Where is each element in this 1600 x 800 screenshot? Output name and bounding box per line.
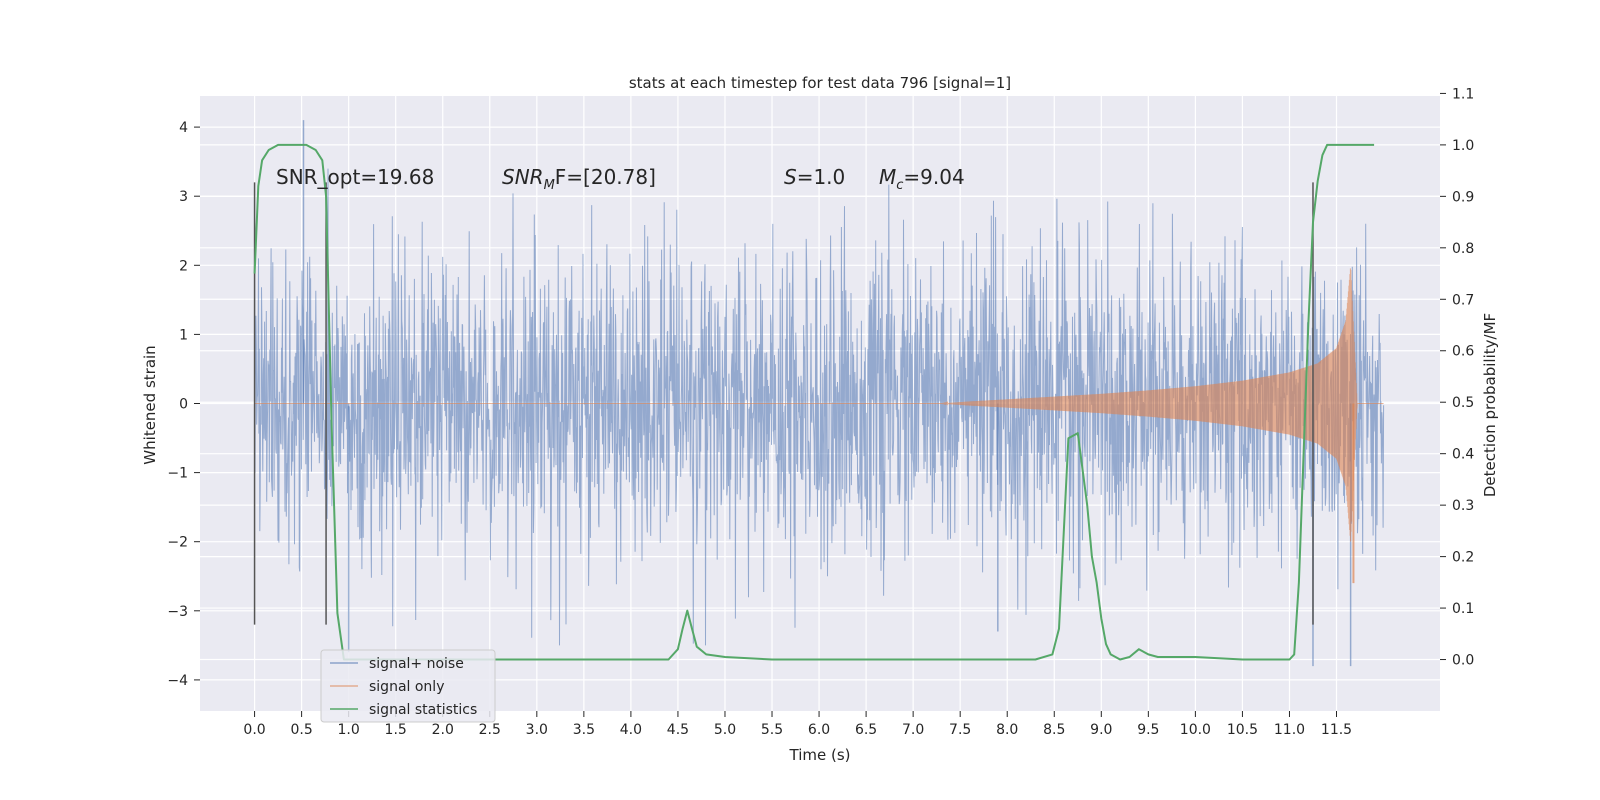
x-tick-label: 8.5 — [1043, 722, 1065, 738]
x-tick-label: 0.5 — [290, 722, 312, 738]
legend-box — [320, 649, 496, 723]
x-tick-label: 8.0 — [996, 722, 1018, 738]
x-tick-label: 6.0 — [808, 722, 830, 738]
snr-mf-rest: F=[20.78] — [555, 165, 656, 189]
s-annotation: S=1.0 — [784, 165, 845, 189]
mc-rest: =9.04 — [903, 165, 964, 189]
right-axis-title: Detection probability/MF — [1481, 313, 1499, 497]
y2-tick-label: 0.9 — [1452, 189, 1474, 205]
legend: signal+ noise signal only signal statist… — [320, 649, 496, 723]
y2-tick-label: 0.6 — [1452, 344, 1474, 360]
y-tick-label: −1 — [167, 466, 188, 482]
snr-mf-sub: M — [544, 178, 555, 193]
y-tick-label: −3 — [167, 604, 188, 620]
legend-label-signal-noise: signal+ noise — [369, 656, 464, 672]
signal-statistics-series — [253, 143, 1375, 661]
x-tick-label: 11.5 — [1321, 722, 1352, 738]
y2-tick-label: 0.0 — [1452, 653, 1474, 669]
x-tick-label: 3.5 — [573, 722, 595, 738]
x-tick-label: 9.0 — [1090, 722, 1112, 738]
snr-mf-main: SNR — [502, 165, 544, 189]
mc-sub: c — [896, 178, 903, 193]
mc-main: M — [879, 165, 896, 189]
y2-tick-label: 1.1 — [1452, 86, 1474, 102]
snr-mf-annotation: SNRMF=[20.78] — [502, 165, 656, 193]
x-tick-label: 4.0 — [620, 722, 642, 738]
y2-tick-label: 0.7 — [1452, 292, 1474, 308]
x-tick-label: 10.5 — [1227, 722, 1258, 738]
y2-tick-label: 0.2 — [1452, 550, 1474, 566]
y-tick-label: 0 — [179, 397, 188, 413]
x-tick-label: 4.5 — [667, 722, 689, 738]
s-main: S — [784, 165, 797, 189]
x-tick-label: 5.5 — [761, 722, 783, 738]
y2-tick-label: 0.3 — [1452, 498, 1474, 514]
legend-label-signal-statistics: signal statistics — [369, 702, 477, 718]
x-tick-label: 1.0 — [338, 722, 360, 738]
y-axis-title: Whitened strain — [141, 345, 159, 464]
y2-tick-label: 1.0 — [1452, 138, 1474, 154]
x-tick-label: 11.0 — [1274, 722, 1305, 738]
x-tick-label: 5.0 — [714, 722, 736, 738]
x-tick-label: 10.0 — [1180, 722, 1211, 738]
x-tick-label: 7.5 — [949, 722, 971, 738]
y-tick-label: 1 — [179, 327, 188, 343]
y-tick-label: 3 — [179, 189, 188, 205]
chart-title: stats at each timestep for test data 796… — [629, 74, 1011, 92]
x-tick-label: 6.5 — [855, 722, 877, 738]
y-tick-label: −4 — [167, 673, 188, 689]
x-tick-label: 0.0 — [243, 722, 265, 738]
y-tick-label: 2 — [179, 258, 188, 274]
signal-only-series — [254, 268, 1384, 542]
x-tick-label: 3.0 — [526, 722, 548, 738]
legend-label-signal-only: signal only — [369, 679, 444, 695]
mc-annotation: Mc=9.04 — [879, 165, 965, 193]
x-tick-label: 2.5 — [479, 722, 501, 738]
s-rest: =1.0 — [797, 165, 846, 189]
x-tick-label: 1.5 — [385, 722, 407, 738]
y-tick-label: 4 — [179, 120, 188, 136]
y2-tick-label: 0.8 — [1452, 241, 1474, 257]
x-axis-title: Time (s) — [789, 746, 851, 764]
x-tick-label: 2.0 — [432, 722, 454, 738]
x-tick-label: 7.0 — [902, 722, 924, 738]
y-tick-label: −2 — [167, 535, 188, 551]
x-tick-label: 9.5 — [1137, 722, 1159, 738]
y2-tick-label: 0.4 — [1452, 447, 1474, 463]
y2-tick-label: 0.1 — [1452, 601, 1474, 617]
snr-opt-annotation: SNR_opt=19.68 — [276, 165, 434, 189]
axes: 0.0 0.5 1.0 1.5 2.0 2.5 3.0 3.5 4.0 4.5 5.0 5.5 6.0 6… — [167, 86, 1474, 738]
plot-area — [253, 120, 1385, 667]
y2-tick-label: 0.5 — [1452, 395, 1474, 411]
